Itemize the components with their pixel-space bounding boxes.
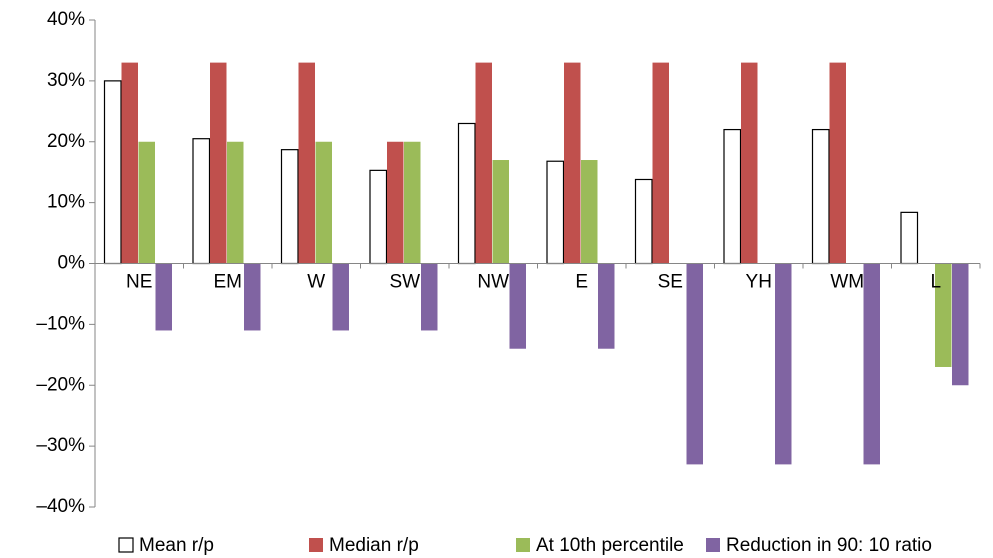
y-tick-label: 30%	[47, 70, 85, 91]
legend-label: Reduction in 90: 10 ratio	[726, 535, 932, 556]
bar	[244, 263, 261, 331]
bar	[103, 80, 122, 265]
bar	[863, 263, 880, 465]
x-tick-label: NE	[126, 272, 152, 293]
bar	[581, 160, 598, 264]
x-tick-label: SE	[658, 272, 683, 293]
x-tick-label: EM	[214, 272, 243, 293]
bar	[404, 141, 421, 264]
bar	[280, 149, 299, 265]
bar	[546, 160, 565, 265]
bar	[598, 263, 615, 349]
bar	[298, 62, 315, 264]
y-tick-label: –10%	[36, 313, 85, 334]
legend-swatch	[516, 538, 530, 552]
legend-label: Median r/p	[329, 535, 419, 556]
y-tick-label: –30%	[36, 435, 85, 456]
x-tick-label: W	[307, 272, 325, 293]
x-tick-label: SW	[389, 272, 420, 293]
x-tick-label: NW	[477, 272, 509, 293]
bar	[811, 128, 830, 265]
legend-label: At 10th percentile	[536, 535, 684, 556]
bar	[723, 128, 742, 265]
bar	[829, 62, 846, 264]
x-tick-label: WM	[830, 272, 864, 293]
y-tick-label: –20%	[36, 374, 85, 395]
bar	[634, 178, 653, 265]
bar	[457, 122, 476, 265]
bar	[564, 62, 581, 264]
bar	[155, 263, 172, 331]
bar	[332, 263, 349, 331]
bar	[775, 263, 792, 465]
bar	[509, 263, 526, 349]
bar	[121, 62, 138, 264]
bar	[421, 263, 438, 331]
legend-label: Mean r/p	[139, 535, 214, 556]
bar	[741, 62, 758, 264]
bar	[475, 62, 492, 264]
bar	[935, 263, 952, 367]
bar	[369, 169, 388, 265]
bar	[952, 263, 969, 386]
legend-swatch	[118, 537, 134, 553]
bar	[387, 141, 404, 264]
bar	[210, 62, 227, 264]
legend-swatch	[706, 538, 720, 552]
y-tick-label: 20%	[47, 131, 85, 152]
bar	[900, 211, 919, 265]
x-tick-label: YH	[746, 272, 772, 293]
bar	[192, 138, 211, 265]
legend-swatch	[309, 538, 323, 552]
bar	[686, 263, 703, 465]
y-tick-label: 10%	[47, 192, 85, 213]
bar	[138, 141, 155, 264]
x-tick-label: L	[930, 272, 941, 293]
y-tick-label: –40%	[36, 496, 85, 517]
bar	[315, 141, 332, 264]
bar	[227, 141, 244, 264]
bar	[492, 160, 509, 264]
y-tick-label: 0%	[58, 253, 86, 274]
y-tick-label: 40%	[47, 9, 85, 30]
bar	[652, 62, 669, 264]
x-tick-label: E	[575, 272, 588, 293]
